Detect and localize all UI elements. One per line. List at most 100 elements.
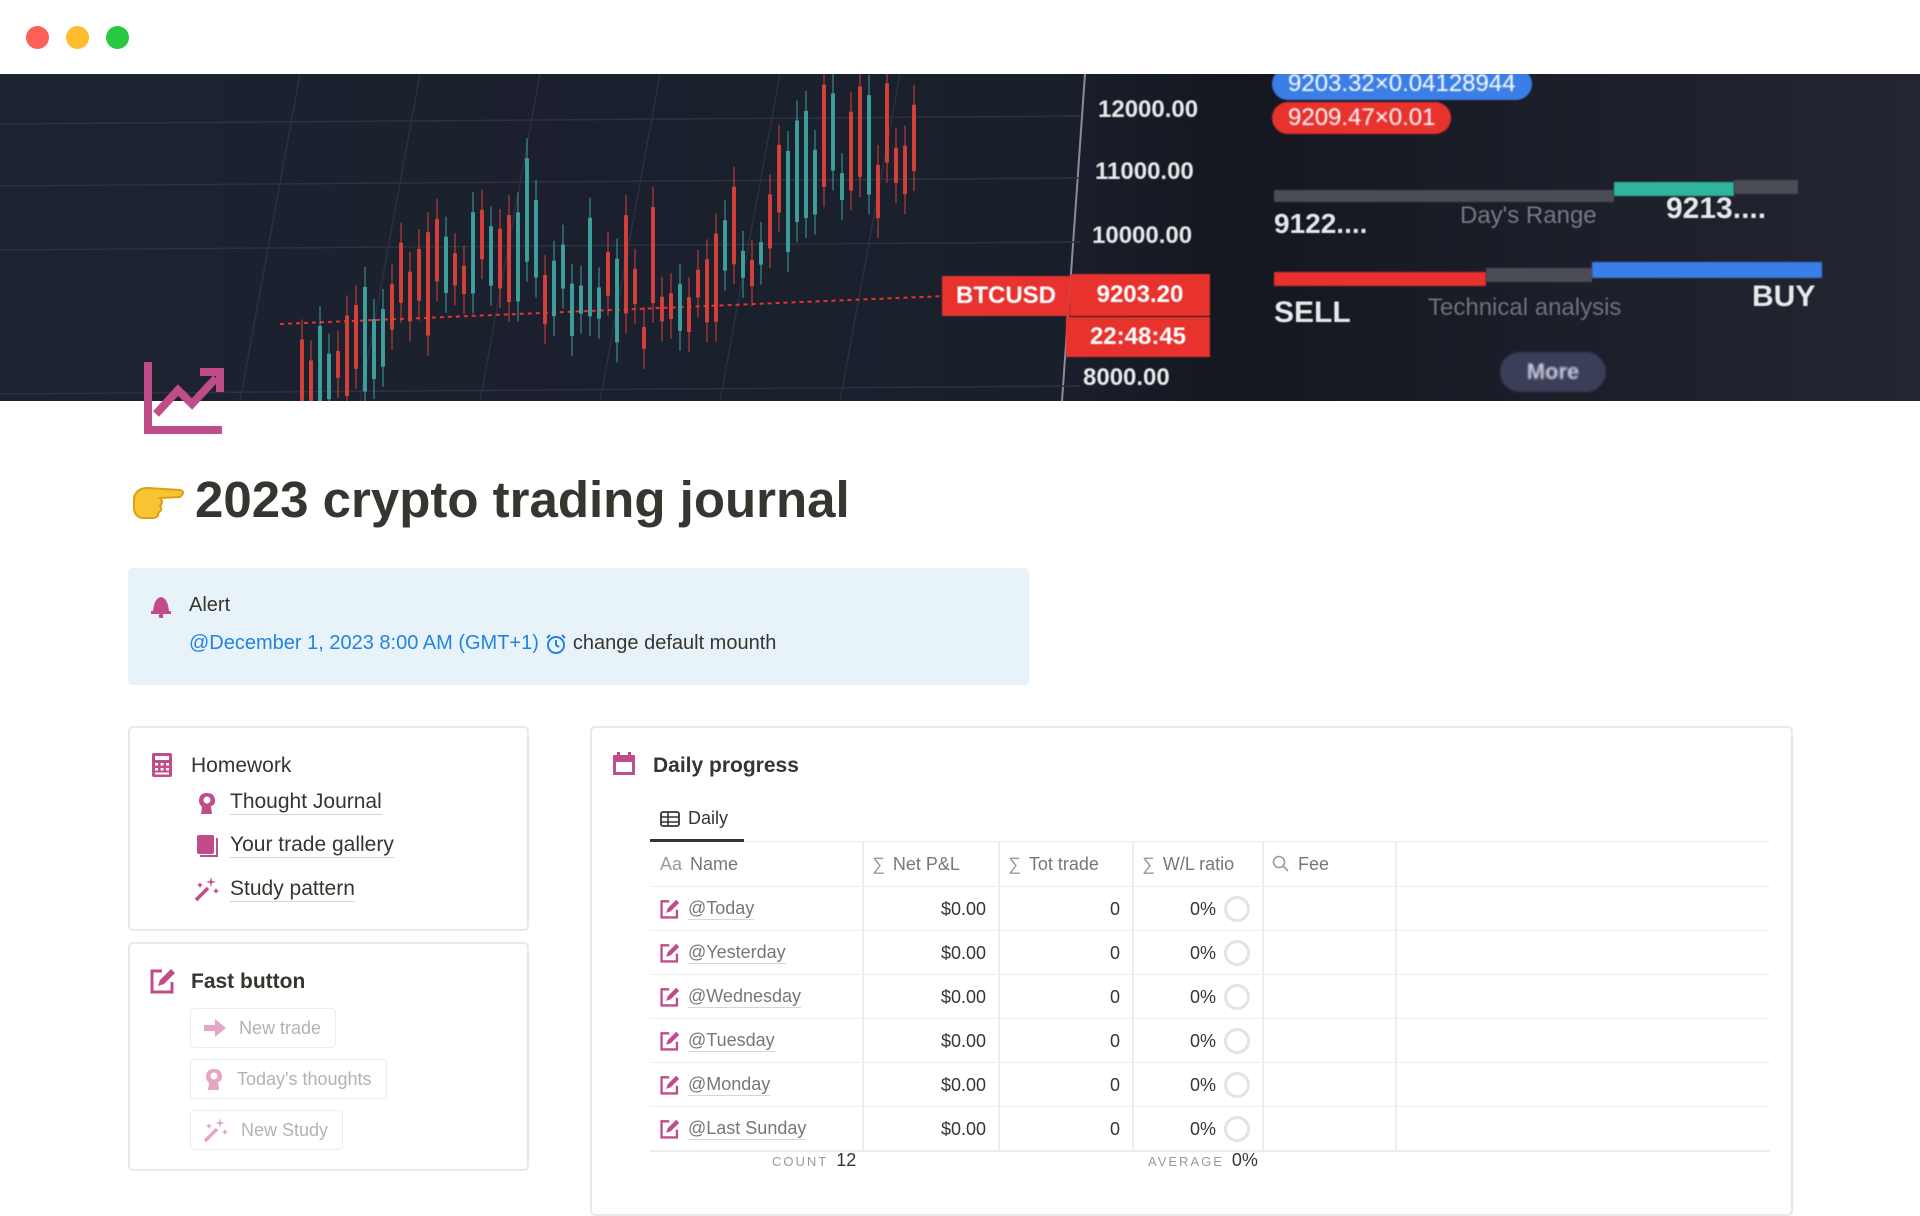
edit-icon — [660, 1119, 680, 1139]
tot-trade-cell: 0 — [1109, 1030, 1120, 1051]
candle — [858, 86, 862, 177]
daily-table: Aa Name ∑ Net P&L ∑ Tot trade ∑ W/L ratio Fee @T… — [650, 842, 1770, 1172]
row-name-link[interactable]: @Yesterday — [688, 942, 786, 964]
candle — [525, 158, 529, 262]
fast-button-title: Fast button — [191, 970, 306, 993]
column-header[interactable]: ∑ Net P&L — [872, 842, 960, 886]
alert-text: change default mounth — [572, 632, 777, 654]
candle — [822, 84, 826, 188]
ask-pill: 9209.47×0.01 — [1272, 102, 1452, 134]
progress-ring — [1224, 1072, 1250, 1098]
progress-ring — [1224, 940, 1250, 966]
candle — [570, 283, 574, 337]
candle — [444, 236, 448, 293]
maximize-window-button[interactable] — [106, 26, 129, 49]
tab-daily[interactable]: Daily — [650, 798, 744, 842]
column-header[interactable]: Fee — [1272, 842, 1329, 886]
table-row[interactable]: @Last Sunday $0.00 0 0% — [650, 1106, 1770, 1150]
tot-trade-cell: 0 — [1109, 942, 1120, 963]
candle — [390, 284, 394, 330]
row-name-link[interactable]: @Tuesday — [688, 1030, 775, 1052]
average-value: 0% — [1231, 1150, 1258, 1170]
candle — [687, 297, 691, 332]
close-window-button[interactable] — [26, 26, 49, 49]
candle — [381, 308, 385, 367]
candle — [426, 232, 430, 336]
column-header-label: Name — [690, 853, 739, 874]
candle — [876, 164, 880, 219]
candle — [705, 259, 709, 323]
candle — [318, 325, 322, 401]
net-pnl-cell: $0.00 — [940, 1118, 986, 1139]
net-pnl-cell: $0.00 — [940, 942, 986, 963]
row-name-link[interactable]: @Last Sunday — [688, 1118, 807, 1140]
candle — [867, 95, 871, 195]
table-icon — [660, 810, 680, 827]
count-value: 12 — [836, 1150, 857, 1170]
column-header-label: Net P&L — [892, 853, 960, 874]
homework-link[interactable]: Your trade gallery — [194, 833, 394, 858]
button-label: Today's thoughts — [237, 1068, 372, 1089]
table-row[interactable]: @Wednesday $0.00 0 0% — [650, 974, 1770, 1018]
price-tag: 9203.20 — [1070, 274, 1210, 316]
magic-wand-icon — [194, 876, 220, 902]
row-name-link[interactable]: @Wednesday — [688, 986, 802, 1008]
candle — [363, 286, 367, 392]
table-row[interactable]: @Today $0.00 0 0% — [650, 886, 1770, 930]
wl-ratio-cell: 0% — [1132, 1063, 1250, 1107]
table-row[interactable]: @Yesterday $0.00 0 0% — [650, 930, 1770, 974]
more-button-graphic: More — [1500, 352, 1606, 392]
fast-action-button[interactable]: Today's thoughts — [190, 1059, 387, 1099]
arrow-right-icon — [203, 1018, 227, 1038]
edit-icon — [660, 1075, 680, 1095]
candle — [327, 353, 331, 400]
homework-title: Homework — [191, 754, 292, 777]
candle — [849, 111, 853, 191]
tab-label: Daily — [688, 808, 729, 828]
candle — [345, 315, 349, 396]
wl-ratio-cell: 0% — [1132, 931, 1250, 975]
fast-action-button[interactable]: New Study — [190, 1110, 344, 1150]
calculator-icon — [152, 753, 172, 777]
homework-link-label: Study pattern — [230, 876, 355, 902]
candle — [651, 207, 655, 303]
candle — [552, 260, 556, 317]
wl-ratio-cell: 0% — [1132, 975, 1250, 1019]
table-row[interactable]: @Tuesday $0.00 0 0% — [650, 1018, 1770, 1062]
candle — [462, 265, 466, 294]
row-name-link[interactable]: @Today — [688, 898, 755, 920]
daily-progress-panel: Daily progress Daily Aa Name ∑ Net P&L ∑ Tot … — [590, 726, 1793, 1216]
homework-link[interactable]: Study pattern — [194, 876, 355, 902]
axis-label: 8000.00 — [1083, 364, 1170, 391]
table-row[interactable]: @Monday $0.00 0 0% — [650, 1062, 1770, 1106]
tot-trade-cell: 0 — [1109, 898, 1120, 919]
fast-button-panel: Fast button New trade Today's thoughts New… — [128, 942, 529, 1171]
row-name-link[interactable]: @Monday — [688, 1074, 771, 1096]
candle — [300, 339, 304, 401]
candle — [750, 260, 754, 287]
homework-link-label: Your trade gallery — [230, 833, 394, 858]
column-header[interactable]: Aa Name — [660, 842, 738, 886]
candle — [714, 233, 718, 322]
calendar-icon — [613, 752, 635, 775]
homework-link[interactable]: Thought Journal — [194, 790, 382, 815]
homework-panel: Homework Thought Journal Your trade galle… — [128, 726, 529, 931]
candle — [435, 218, 439, 282]
search-icon — [1272, 855, 1289, 872]
buy-label: BUY — [1752, 280, 1816, 313]
minimize-window-button[interactable] — [66, 26, 89, 49]
trending-up-chart-icon — [144, 360, 224, 434]
axis-label: 11000.00 — [1095, 158, 1194, 185]
candle — [399, 242, 403, 303]
fast-action-button[interactable]: New trade — [190, 1008, 337, 1048]
homework-link-label: Thought Journal — [230, 790, 382, 815]
column-header[interactable]: ∑ W/L ratio — [1142, 842, 1234, 886]
candle — [732, 186, 736, 265]
progress-ring — [1224, 1116, 1250, 1142]
candle — [534, 199, 538, 278]
bell-icon — [151, 597, 171, 618]
wl-ratio-cell: 0% — [1132, 1019, 1250, 1063]
reminder-date-link[interactable]: @December 1, 2023 8:00 AM (GMT+1) — [189, 632, 539, 654]
column-header[interactable]: ∑ Tot trade — [1008, 842, 1099, 886]
range-label: Day's Range — [1460, 202, 1597, 229]
